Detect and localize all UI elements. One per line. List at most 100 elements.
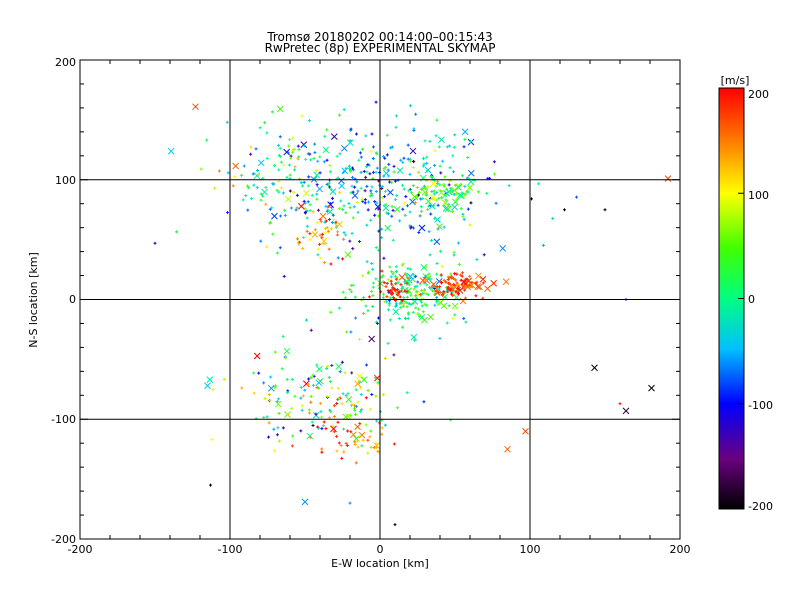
y-axis-label: N-S location [km] [27,252,40,348]
data-point [252,391,256,395]
data-point [409,293,413,297]
data-point [434,134,438,138]
data-point [369,192,373,196]
data-point [466,155,470,159]
data-point [311,383,315,387]
data-point [392,308,400,316]
data-point [400,301,404,305]
data-point [274,384,278,388]
data-point [342,450,346,454]
data-point [264,185,268,189]
data-point [394,282,398,286]
data-point [441,293,445,297]
data-point [275,251,279,255]
data-point [456,191,464,199]
data-point [411,184,415,188]
data-point [648,384,655,392]
data-point [388,146,392,150]
data-point [313,142,317,146]
data-point [332,404,336,408]
data-point [428,202,436,210]
data-point [354,316,358,320]
data-point [404,272,408,276]
data-point [399,306,403,310]
data-point [485,191,489,195]
data-point [281,334,285,338]
data-point [365,260,369,264]
data-point [273,350,277,354]
data-point [417,170,421,174]
data-point [349,127,353,131]
data-point [345,443,349,447]
data-point [268,398,272,402]
data-point [409,225,413,229]
data-point [464,285,468,289]
data-point [431,289,435,293]
data-point [537,182,541,186]
data-point [442,184,446,188]
data-point [342,204,346,208]
data-point [387,174,391,178]
colorbar-tick-label: 100 [748,189,769,202]
data-point [463,192,467,196]
data-point [427,230,431,234]
data-point [321,424,325,428]
data-point [341,167,349,175]
data-point [327,247,331,251]
data-point [270,182,274,186]
data-point [322,146,330,154]
data-point [384,165,388,169]
colorbar-tick-label: 200 [748,88,769,101]
data-point [344,211,348,215]
data-point [484,285,491,293]
data-point [367,200,371,204]
data-point [392,164,396,168]
data-point [366,451,370,455]
data-point [462,145,466,149]
data-point [297,155,301,159]
data-point [319,220,323,224]
data-point [387,162,391,166]
data-point [354,132,358,136]
data-point [271,212,278,220]
data-point [373,213,377,217]
data-point [330,425,337,433]
data-point [301,184,305,188]
data-point [307,411,311,415]
data-point [211,387,215,391]
data-point [401,285,405,289]
data-point [451,316,455,320]
data-point [394,288,398,292]
data-point [325,366,329,370]
data-point [401,325,405,329]
data-point [322,242,326,246]
data-point [470,280,474,284]
data-point [391,238,395,242]
data-point [453,133,457,137]
data-point [446,277,450,281]
data-point [366,309,370,313]
data-point [350,231,354,235]
data-point [338,191,342,195]
data-point [285,175,289,179]
data-point [406,276,410,280]
data-point [427,204,431,208]
data-point [293,165,297,169]
data-point [233,175,237,179]
data-point [332,414,336,418]
data-point [299,385,303,389]
data-point [306,152,310,156]
data-point [348,206,352,210]
data-point [329,206,333,210]
data-point [452,145,456,149]
data-point [319,212,327,220]
data-point [286,413,290,417]
data-point [432,189,436,193]
data-point [370,289,374,293]
data-point [307,377,311,381]
data-point [385,153,389,157]
data-point [265,245,269,249]
data-point [337,113,341,117]
data-point [296,144,300,148]
